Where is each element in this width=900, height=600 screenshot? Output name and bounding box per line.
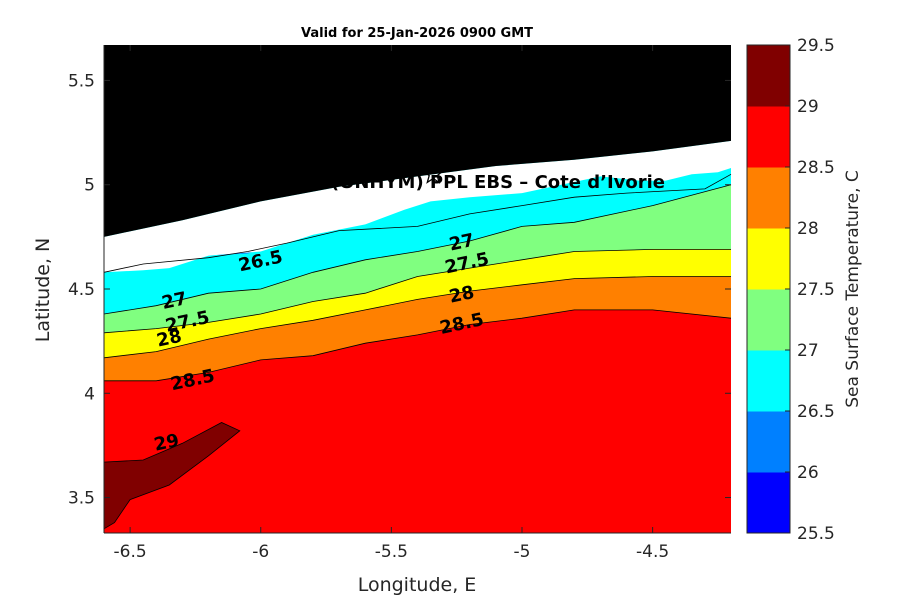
colorbar-ticks: 25.5 26 26.5 27 27.5 28 28.5 29 29.5 [785,36,835,544]
contour-line-28.5 [104,309,732,382]
y-tick-label: 4.5 [68,280,95,300]
colorbar-tick-label: 25.5 [797,524,835,544]
x-ticks: -6.5 -6 -5.5 -5 -4.5 [114,45,669,562]
y-tick-label: 4 [84,384,95,404]
x-tick-label: -5.5 [375,542,408,562]
colorbar-swatch-28.5 [747,106,790,168]
y-tick-label: 5 [84,176,95,196]
colorbar-swatch-26 [747,411,790,473]
contour-line-27.5 [103,248,731,334]
x-tick-label: -6.5 [114,542,147,562]
colorbar-swatch-29 [747,45,790,107]
contour-line-29 [103,422,241,530]
land-mask [104,45,731,273]
axes: -6.5 -6 -5.5 -5 -4.5 3.5 4 4.5 5 5.5 Longitude, … [32,45,731,596]
x-tick-label: -4.5 [636,542,669,562]
colorbar-tick-label: 26.5 [797,402,835,422]
colorbar-swatch-27.5 [747,228,790,290]
coastal-gap [104,140,731,273]
contour-label-29: 29 [152,430,181,456]
x-tick-label: -6 [252,542,269,562]
colorbar-tick-label: 28 [797,219,819,239]
x-axis-label: Longitude, E [358,574,477,596]
contour-line-26.5 [103,173,732,273]
y-axis-label: Latitude, N [32,238,54,343]
site-star-marker [421,162,445,184]
chart-title: Valid for 25-Jan-2026 0900 GMT [301,26,533,41]
contour-label-27: 27 [160,288,189,314]
colorbar-tick-label: 28.5 [797,158,835,178]
colorbar-swatch-25.5 [747,472,790,534]
x-tick-label: -5 [514,542,531,562]
colorbar-tick-label: 26 [797,463,819,483]
y-ticks: 3.5 4 4.5 5 5.5 [68,71,731,509]
colorbar-swatch-28 [747,167,790,229]
y-tick-label: 3.5 [68,489,95,509]
colorbar-tick-label: 29 [797,97,819,117]
contour-label-27: 27 [447,230,476,256]
land-area [104,45,731,237]
y-tick-label: 5.5 [68,71,95,91]
contour-line-28 [103,276,731,359]
colorbar: 25.5 26 26.5 27 27.5 28 28.5 29 29.5 Sea Surface… [746,36,863,544]
colorbar-swatches [747,45,790,534]
contour-label-28: 28 [447,282,476,308]
contour-lines [103,173,732,530]
colorbar-tick-label: 29.5 [797,36,835,56]
colorbar-tick-label: 27 [797,341,819,361]
contour-line-27 [103,184,732,315]
colorbar-swatch-27 [747,289,790,351]
colorbar-tick-label: 27.5 [797,280,835,300]
contour-label-28: 28 [155,326,184,352]
site-annotation: A (ONHYM) PPL EBS – Cote d’Ivorie [311,172,665,193]
colorbar-label: Sea Surface Temperature, C [843,170,863,408]
band-29-29.5 [104,422,240,533]
colorbar-swatch-26.5 [747,350,790,412]
